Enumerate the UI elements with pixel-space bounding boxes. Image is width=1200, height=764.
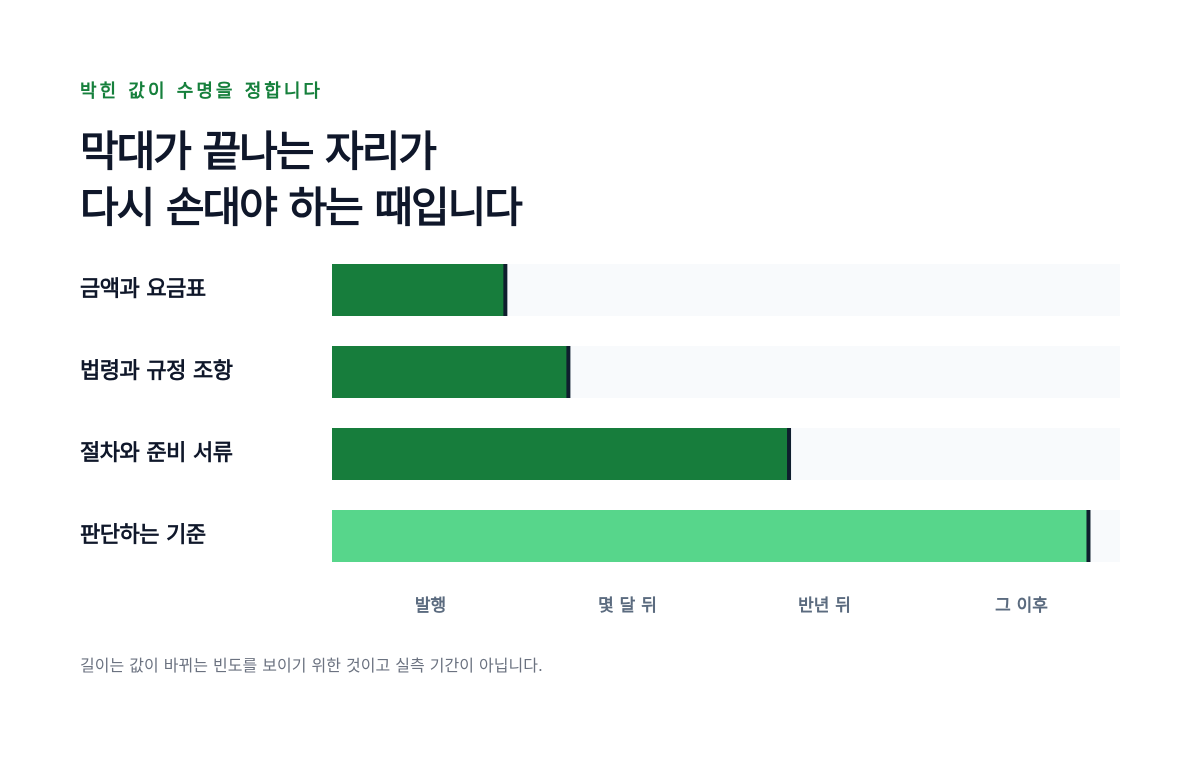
- tick-label: 몇 달 뒤: [598, 596, 657, 616]
- category-label: 법령과 규정 조항: [80, 359, 233, 384]
- page-title: 막대가 끝나는 자리가 다시 손대야 하는 때입니다: [80, 124, 523, 236]
- eyebrow: 박힌 값이 수명을 정합니다: [80, 81, 323, 102]
- category-label: 절차와 준비 서류: [80, 441, 233, 466]
- bar: [332, 346, 569, 398]
- bar: [332, 510, 1089, 562]
- bar: [332, 428, 790, 480]
- bar-end-marker: [787, 428, 792, 480]
- tick-label: 반년 뒤: [798, 596, 851, 616]
- category-label: 판단하는 기준: [80, 523, 206, 548]
- bar-end-marker: [503, 264, 508, 316]
- title-line-2: 다시 손대야 하는 때입니다: [80, 183, 523, 232]
- bar-end-marker: [1086, 510, 1091, 562]
- footnote: 길이는 값이 바뀌는 빈도를 보이기 위한 것이고 실측 기간이 아닙니다.: [80, 656, 544, 675]
- tick-label: 발행: [414, 596, 447, 616]
- category-label: 금액과 요금표: [80, 277, 206, 302]
- bar: [332, 264, 506, 316]
- tick-label: 그 이후: [995, 596, 1048, 616]
- title-line-1: 막대가 끝나는 자리가: [80, 127, 437, 176]
- bar-end-marker: [566, 346, 571, 398]
